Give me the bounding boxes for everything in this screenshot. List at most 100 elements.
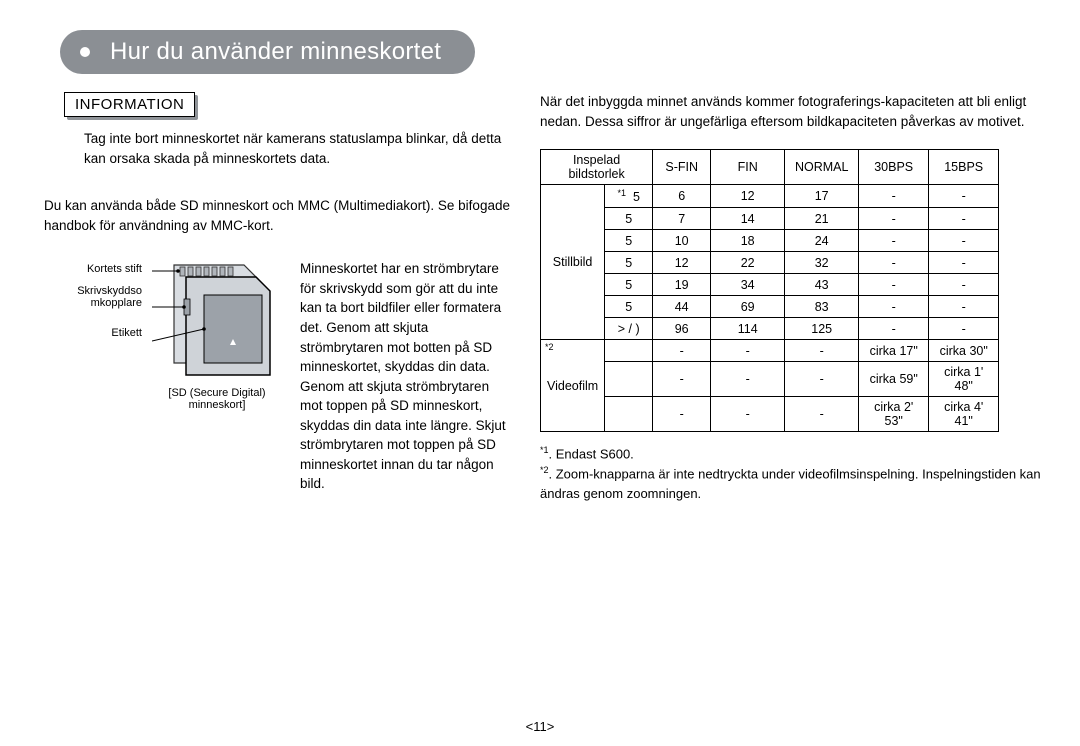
fn2-label: *2	[540, 465, 549, 475]
cell: -	[653, 340, 711, 362]
cell: -	[859, 252, 929, 274]
page-title: Hur du använder minneskortet	[110, 38, 441, 66]
cell: 6	[653, 185, 711, 208]
th-fin: FIN	[711, 150, 785, 185]
row-label-still: Stillbild	[541, 185, 605, 340]
table-row: Stillbild *1 5 6 12 17 - -	[541, 185, 999, 208]
table-row: > / ) 96 114 125 - -	[541, 318, 999, 340]
cell: -	[929, 208, 999, 230]
sd-caption: [SD (Secure Digital) minneskort]	[142, 387, 292, 411]
table-row: - - - cirka 2' 53" cirka 4' 41"	[541, 397, 999, 432]
table-row: 5 44 69 83 - -	[541, 296, 999, 318]
sup-2: *2	[545, 342, 554, 352]
cell: 44	[653, 296, 711, 318]
cell: 21	[785, 208, 859, 230]
fn2-text: . Zoom-knapparna är inte nedtryckta unde…	[540, 467, 1041, 501]
label-pins: Kortets stift	[30, 263, 142, 275]
cell: -	[785, 362, 859, 397]
sup-1: *1	[617, 188, 626, 198]
cell: 34	[711, 274, 785, 296]
title-bar: Hur du använder minneskortet	[30, 30, 1050, 74]
cell: -	[929, 230, 999, 252]
sd-card-icon	[152, 259, 282, 379]
cell: -	[859, 208, 929, 230]
cell: -	[929, 296, 999, 318]
title-pill: Hur du använder minneskortet	[60, 30, 475, 74]
footnote-2: *2. Zoom-knapparna är inte nedtryckta un…	[540, 464, 1050, 503]
table-row: 5 7 14 21 - -	[541, 208, 999, 230]
label-lock: Skrivskyddso mkopplare	[30, 285, 142, 309]
cell: -	[859, 274, 929, 296]
cell: -	[859, 318, 929, 340]
table-row: 5 12 22 32 - -	[541, 252, 999, 274]
row-label-video: *2 Videofilm	[541, 340, 605, 432]
video-label-text: Videofilm	[547, 379, 598, 393]
cell: -	[785, 340, 859, 362]
label-etikett: Etikett	[30, 327, 142, 339]
cell: 12	[653, 252, 711, 274]
cell: 125	[785, 318, 859, 340]
cell: 24	[785, 230, 859, 252]
th-normal: NORMAL	[785, 150, 859, 185]
cell: cirka 1' 48"	[929, 362, 999, 397]
cell: cirka 30"	[929, 340, 999, 362]
table-row: 5 19 34 43 - -	[541, 274, 999, 296]
th-size: Inspelad bildstorlek	[541, 150, 653, 185]
sd-card-figure: Kortets stift Skrivskyddso mkopplare Eti…	[30, 259, 510, 494]
cell: 22	[711, 252, 785, 274]
cell: -	[929, 185, 999, 208]
cell: 5	[605, 274, 653, 296]
cell: -	[711, 397, 785, 432]
fn1-label: *1	[540, 445, 549, 455]
fn1-text: . Endast S600.	[549, 447, 634, 462]
cell: -	[711, 362, 785, 397]
cell: 10	[653, 230, 711, 252]
compat-text: Du kan använda både SD minneskort och MM…	[44, 196, 510, 235]
info-heading-label: INFORMATION	[64, 92, 195, 117]
footnotes: *1. Endast S600. *2. Zoom-knapparna är i…	[540, 444, 1050, 503]
cell: -	[859, 230, 929, 252]
cell: cirka 59"	[859, 362, 929, 397]
cell: 43	[785, 274, 859, 296]
capacity-intro: När det inbyggda minnet används kommer f…	[540, 92, 1050, 131]
table-row: *2 Videofilm - - - cirka 17" cirka 30"	[541, 340, 999, 362]
cell: 18	[711, 230, 785, 252]
table-header-row: Inspelad bildstorlek S-FIN FIN NORMAL 30…	[541, 150, 999, 185]
cell: -	[653, 397, 711, 432]
cell: 5	[605, 296, 653, 318]
cell: 32	[785, 252, 859, 274]
capacity-table: Inspelad bildstorlek S-FIN FIN NORMAL 30…	[540, 149, 999, 432]
th-sfin: S-FIN	[653, 150, 711, 185]
cell: -	[653, 362, 711, 397]
cell: 5	[633, 190, 640, 204]
th-15bps: 15BPS	[929, 150, 999, 185]
table-row: 5 10 18 24 - -	[541, 230, 999, 252]
cell: 69	[711, 296, 785, 318]
cell: 5	[605, 208, 653, 230]
sd-card-graphic: [SD (Secure Digital) minneskort]	[142, 259, 292, 494]
page-number: <11>	[526, 719, 555, 734]
left-column: INFORMATION Tag inte bort minneskortet n…	[30, 92, 510, 503]
cell	[605, 340, 653, 362]
cell: 12	[711, 185, 785, 208]
footnote-1: *1. Endast S600.	[540, 444, 1050, 464]
cell: > / )	[605, 318, 653, 340]
cell: -	[929, 274, 999, 296]
info-body: Tag inte bort minneskortet när kamerans …	[84, 129, 510, 168]
cell: cirka 2' 53"	[859, 397, 929, 432]
cell: 96	[653, 318, 711, 340]
cell: cirka 4' 41"	[929, 397, 999, 432]
cell: -	[859, 185, 929, 208]
sd-description: Minneskortet har en strömbrytare för skr…	[292, 259, 510, 494]
cell: 19	[653, 274, 711, 296]
content-columns: INFORMATION Tag inte bort minneskortet n…	[30, 92, 1050, 503]
cell: cirka 17"	[859, 340, 929, 362]
cell: -	[785, 397, 859, 432]
cell: -	[711, 340, 785, 362]
cell: -	[859, 296, 929, 318]
cell: 17	[785, 185, 859, 208]
th-30bps: 30BPS	[859, 150, 929, 185]
info-heading: INFORMATION	[64, 92, 195, 117]
cell: 83	[785, 296, 859, 318]
cell: 5	[605, 230, 653, 252]
